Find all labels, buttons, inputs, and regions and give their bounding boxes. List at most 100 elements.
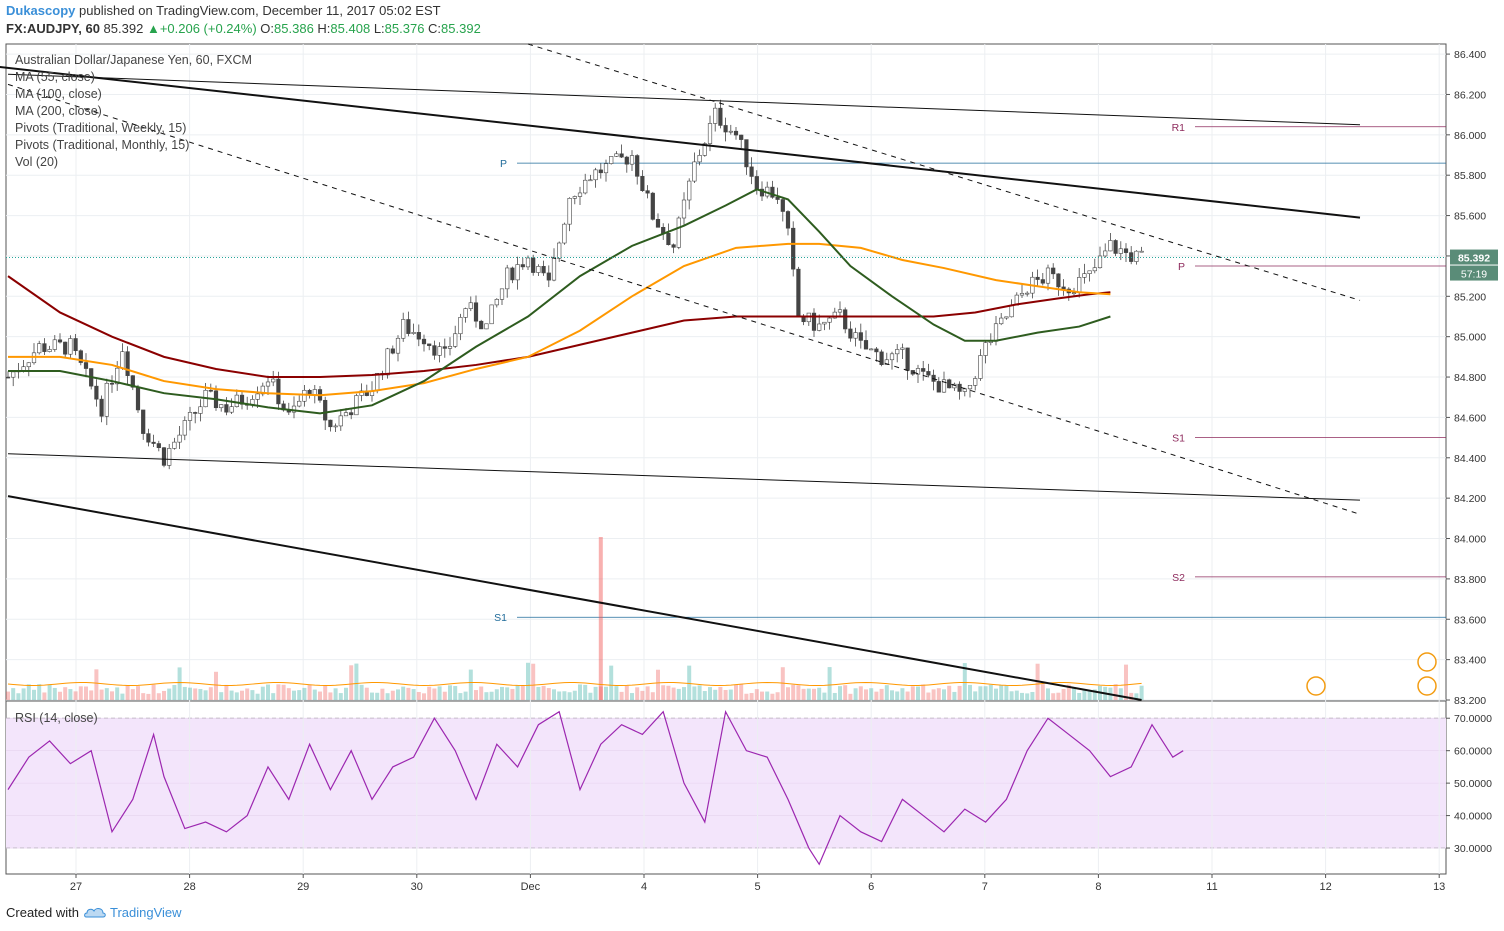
date-tick-label: 7	[982, 881, 988, 893]
candle-body	[635, 155, 640, 177]
price-tick-label: 83.600	[1454, 614, 1486, 626]
candle-body	[172, 441, 177, 449]
candle-body	[354, 395, 359, 416]
volume-bar	[375, 692, 380, 700]
volume-bar	[822, 692, 827, 700]
plot-frame	[5, 43, 1447, 875]
price-tick-label: 85.000	[1454, 332, 1486, 344]
volume-bar	[1087, 689, 1092, 700]
volume-bar	[494, 689, 499, 700]
candle-body	[770, 186, 775, 198]
candle-body	[562, 223, 567, 244]
candle-body	[614, 153, 619, 157]
candle-body	[146, 433, 151, 443]
volume-bar	[666, 685, 671, 700]
close-value: C:85.392	[428, 21, 481, 36]
volume-bar	[635, 687, 640, 700]
price-tick-label: 84.800	[1454, 372, 1486, 384]
volume-bar	[437, 686, 442, 700]
pivot-label: S2	[1172, 572, 1185, 584]
volume-bar	[994, 688, 998, 700]
volume-bar	[245, 688, 250, 700]
volume-bar	[281, 684, 286, 700]
volume-bar	[671, 687, 676, 700]
aud-flag-icon	[1417, 652, 1437, 672]
candle-body	[515, 264, 520, 281]
volume-bar	[593, 686, 598, 700]
ma200-line	[7, 275, 1111, 379]
volume-bar	[292, 690, 296, 700]
volume-bar	[848, 693, 853, 700]
candle-body	[432, 345, 437, 356]
candle-body	[863, 340, 869, 350]
date-tick-label: 29	[297, 881, 309, 893]
candle-body	[99, 398, 104, 417]
rsi-tick-label: 60.0000	[1454, 746, 1492, 758]
volume-bar	[229, 690, 234, 700]
date-tick-label: 28	[183, 881, 195, 893]
candle-body	[900, 347, 905, 350]
candle-body	[224, 404, 229, 413]
legend-item-pivots-monthly[interactable]: Pivots (Traditional, Monthly, 15)	[15, 138, 190, 152]
volume-bar	[744, 693, 749, 700]
volume-bar	[188, 687, 192, 700]
volume-bar	[396, 689, 400, 700]
legend-item-ma100[interactable]: MA (100, close)	[15, 87, 102, 101]
volume-bar	[1118, 688, 1123, 700]
volume-bar	[806, 688, 811, 700]
volume-bar	[1046, 688, 1050, 700]
legend-item-pivots-weekly[interactable]: Pivots (Traditional, Weekly, 15)	[15, 121, 187, 135]
pivot-label: P	[500, 158, 507, 170]
legend-item-ma55[interactable]: MA (55, close)	[15, 70, 95, 84]
volume-bar	[754, 689, 759, 700]
candle-body	[187, 412, 193, 421]
volume-bar	[416, 691, 421, 700]
candle-body	[889, 353, 895, 361]
legend-item-ma200[interactable]: MA (200, close)	[15, 104, 102, 118]
volume-bar	[1082, 689, 1087, 700]
volume-bar	[26, 684, 31, 700]
candle-body	[1103, 250, 1108, 257]
price-tick-label: 86.000	[1454, 130, 1486, 142]
tradingview-link[interactable]: TradingView	[110, 905, 182, 920]
rsi-legend[interactable]: RSI (14, close)	[15, 711, 98, 725]
candle-body	[442, 346, 447, 349]
price-tick-label: 85.200	[1454, 291, 1486, 303]
candle-body	[473, 302, 479, 322]
legend-item-volume[interactable]: Vol (20)	[15, 155, 59, 169]
date-tick-label: 12	[1319, 881, 1331, 893]
publisher-name[interactable]: Dukascopy	[6, 3, 76, 18]
volume-bar	[817, 687, 822, 700]
volume-bar	[73, 691, 78, 700]
volume-bar	[838, 686, 842, 700]
date-tick-label: Dec	[521, 881, 541, 893]
volume-bar	[167, 688, 172, 700]
candle-body	[208, 389, 213, 392]
publish-info: Dukascopy published on TradingView.com, …	[6, 3, 441, 18]
volume-bar	[99, 689, 104, 700]
volume-bar	[1124, 664, 1128, 700]
candle-body	[1009, 304, 1014, 318]
volume-bar	[765, 691, 770, 700]
candle-body	[42, 343, 47, 352]
candle-body	[73, 338, 78, 352]
candle-body	[869, 348, 874, 351]
volume-bar	[645, 686, 650, 700]
candle-body	[463, 308, 468, 318]
candle-body	[94, 385, 99, 400]
rsi-tick-label: 50.0000	[1454, 778, 1492, 790]
volume-bar	[146, 693, 151, 700]
volume-bar	[442, 691, 447, 700]
volume-bar	[286, 688, 291, 700]
candle-body	[983, 342, 988, 356]
volume-spike-bar	[598, 537, 603, 700]
candle-body	[1025, 292, 1030, 295]
volume-bar	[1077, 692, 1082, 700]
candle-body	[583, 179, 588, 194]
candle-body	[791, 227, 796, 270]
volume-bar	[432, 688, 437, 700]
volume-bar	[526, 662, 530, 700]
volume-bar	[260, 686, 265, 700]
volume-bar	[1092, 689, 1097, 700]
